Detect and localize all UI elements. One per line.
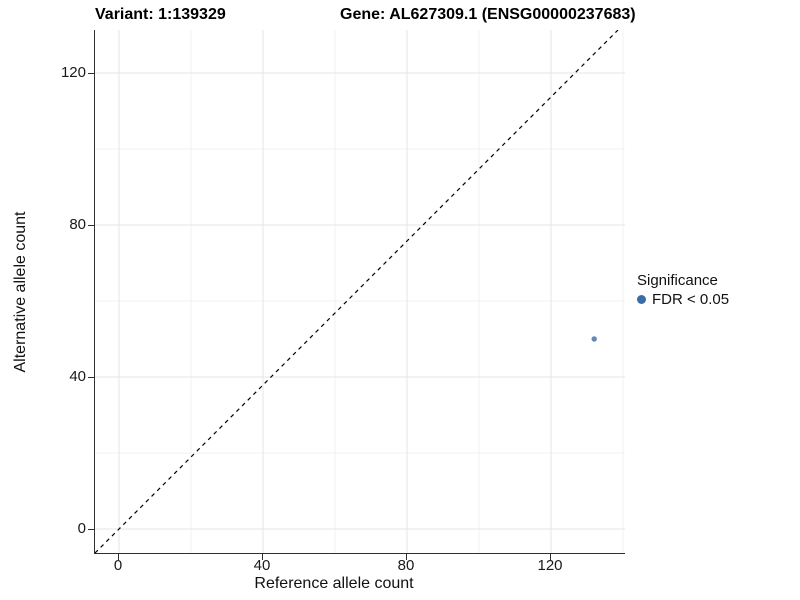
y-tick-label: 80	[69, 216, 86, 233]
x-tick-mark	[118, 554, 119, 560]
x-axis-title: Reference allele count	[254, 575, 414, 592]
data-point	[591, 336, 597, 342]
variant-title: Variant: 1:139329	[95, 6, 226, 23]
y-tick-label: 0	[77, 520, 86, 537]
y-tick-mark	[88, 529, 94, 530]
y-tick-mark	[88, 225, 94, 226]
identity-line	[95, 30, 619, 553]
y-tick-mark	[88, 377, 94, 378]
x-tick-label: 0	[113, 557, 123, 574]
y-tick-label: 120	[60, 64, 86, 81]
y-tick-label: 40	[69, 368, 86, 385]
y-axis-title: Alternative allele count	[12, 211, 29, 373]
x-tick-mark	[550, 554, 551, 560]
legend: Significance FDR < 0.05	[637, 271, 729, 309]
plot-svg	[95, 30, 625, 553]
x-tick-label: 120	[537, 557, 563, 574]
x-tick-label: 40	[253, 557, 271, 574]
gene-title: Gene: AL627309.1 (ENSG00000237683)	[340, 6, 636, 23]
x-tick-mark	[262, 554, 263, 560]
x-tick-label: 80	[397, 557, 415, 574]
legend-item-label: FDR < 0.05	[652, 291, 730, 308]
x-tick-mark	[406, 554, 407, 560]
y-tick-mark	[88, 73, 94, 74]
legend-title: Significance	[637, 272, 718, 289]
plot-panel	[94, 30, 625, 554]
legend-item: FDR < 0.05	[637, 290, 729, 309]
legend-marker-dot-icon	[637, 295, 646, 304]
